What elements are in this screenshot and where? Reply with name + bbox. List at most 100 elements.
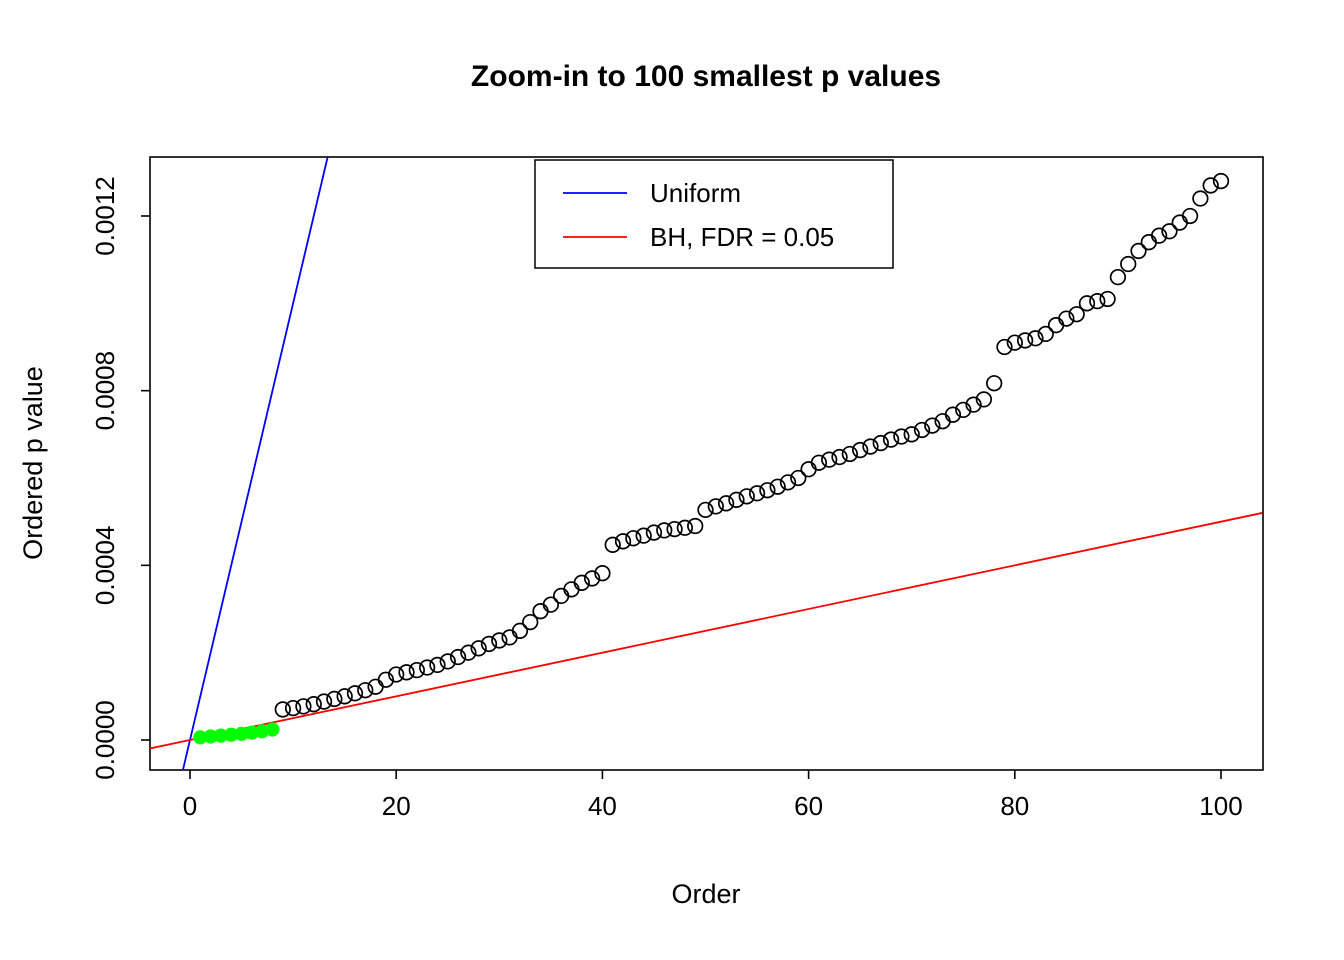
open-circle-point [357,682,374,699]
open-circle-point [583,570,601,587]
open-circle-point [996,338,1013,356]
open-circle-point [1078,295,1096,312]
open-circle-point [1120,255,1137,273]
x-axis-title: Order [671,879,740,909]
open-circle-point [924,417,941,434]
open-circle-point [986,375,1003,392]
legend-label-bh: BH, FDR = 0.05 [650,222,834,252]
y-tick-label: 0.0008 [90,351,120,431]
open-circle-point [975,391,993,408]
open-circle-point [336,688,353,705]
open-circle-point [1089,292,1106,310]
open-circle-point [1171,214,1188,231]
x-tick-label: 100 [1199,791,1242,821]
open-circle-point [656,522,673,539]
open-circle-point [1068,306,1085,323]
open-circle-point [274,701,291,718]
open-circle-point [594,565,611,582]
legend-label-uniform: Uniform [650,178,741,208]
line-uniform [181,157,329,770]
data-points [193,172,1230,745]
open-circle-point [1058,310,1075,327]
open-circle-point [398,664,415,681]
open-circle-point [635,527,652,544]
open-circle-point [1192,190,1209,207]
open-circle-point [491,632,508,649]
legend-box [534,159,894,269]
open-circle-point [470,640,487,657]
open-circle-point [1027,330,1044,347]
open-circle-point [944,406,962,423]
open-circle-point [604,536,621,553]
open-circle-point [542,596,559,613]
filled-circle-point [265,722,280,737]
open-circle-point [687,517,704,535]
open-circle-point [1140,234,1157,251]
open-circle-point [841,445,858,463]
open-circle-point [346,685,364,702]
open-circle-point [759,482,776,499]
open-circle-point [717,495,735,512]
y-tick-label: 0.0004 [90,526,120,606]
open-circle-point [707,498,724,515]
open-circle-point [738,488,755,505]
open-circle-point [501,629,518,646]
open-circle-point [882,431,900,448]
y-axis-title: Ordered p value [18,366,48,560]
y-tick-label: 0.0000 [90,700,120,780]
x-tick-label: 20 [382,791,411,821]
open-circle-point [553,587,570,605]
legend: Uniform BH, FDR = 0.05 [534,159,894,269]
open-circle-point [1150,227,1168,244]
open-circle-point [790,469,807,487]
open-circle-point [449,648,467,666]
open-circle-point [1181,207,1199,225]
open-circle-point [697,501,714,519]
open-circle-point [284,699,302,717]
open-circle-point [769,478,786,495]
open-circle-point [1202,177,1219,194]
x-tick-label: 0 [183,791,197,821]
open-circle-point [955,401,972,419]
y-tick-label: 0.0012 [90,176,120,256]
open-circle-point [429,656,446,674]
open-circle-point [563,581,580,598]
open-circle-point [1099,290,1116,308]
open-circle-point [1212,172,1230,190]
open-circle-point [305,696,322,713]
open-circle-point [1016,332,1034,349]
open-circle-point [1006,334,1023,351]
open-circle-point [800,461,817,478]
open-circle-point [1161,223,1178,240]
open-circle-point [367,678,384,695]
open-circle-point [728,491,745,508]
open-circle-point [1130,242,1147,260]
open-circle-point [511,622,529,639]
open-circle-point [893,428,910,445]
open-circle-point [418,659,436,676]
open-circle-point [326,690,343,708]
open-circle-point [821,451,838,468]
plot-box [149,156,1264,771]
open-circle-point [573,574,590,591]
open-circle-point [295,698,312,715]
x-tick-label: 60 [794,791,823,821]
open-circle-point [625,530,642,547]
open-circle-point [532,603,549,620]
open-circle-point [852,441,869,459]
x-tick-label: 80 [1000,791,1029,821]
open-circle-point [779,474,797,491]
line-bh-fdr-0-05 [150,512,1263,750]
open-circle-point [1037,325,1054,343]
chart-title: Zoom-in to 100 smallest p values [471,60,941,93]
open-circle-point [645,524,663,541]
open-circle-point [439,653,456,670]
open-circle-point [460,644,477,661]
open-circle-point [676,519,694,536]
axis-ticks: 0 20 40 60 80 100 0.0000 0.0004 0.0008 0.0012 [90,176,1243,821]
open-circle-point [408,661,425,679]
open-circle-point [748,485,766,502]
open-circle-point [666,520,683,538]
reference-lines [150,157,1263,770]
